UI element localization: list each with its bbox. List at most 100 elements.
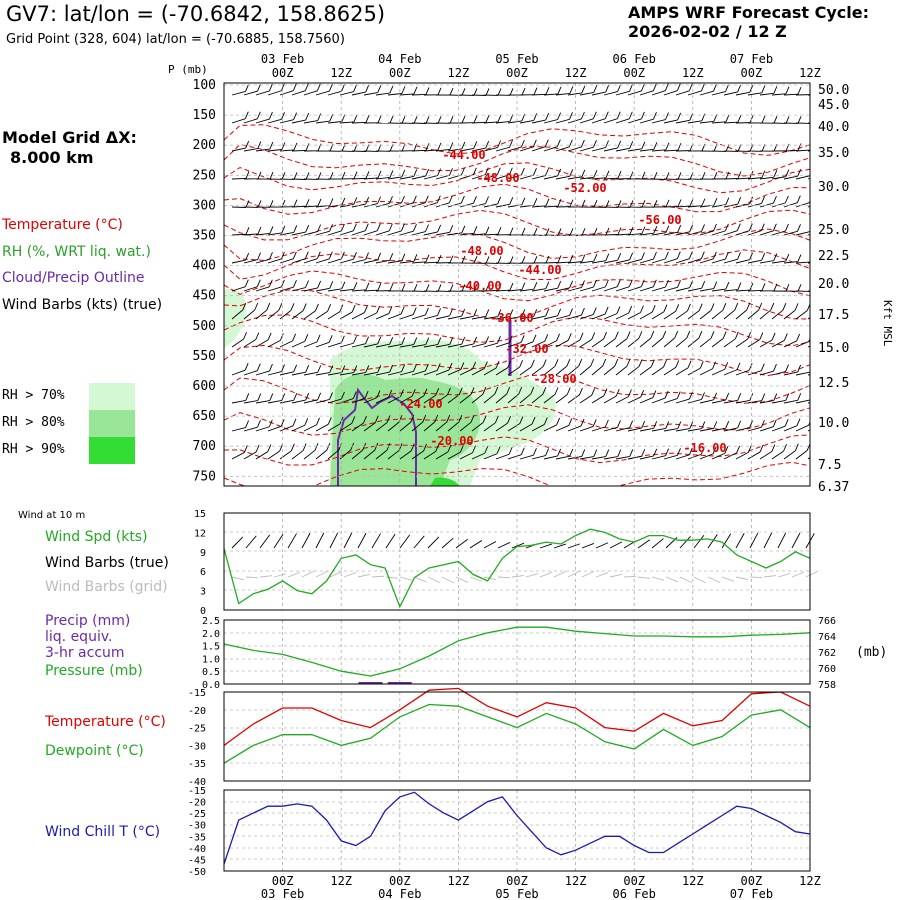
wind-barb (363, 289, 379, 292)
wind-barb (711, 427, 726, 432)
wind-barb-feather (447, 444, 452, 453)
wind-barb (663, 454, 678, 460)
wind-barb (771, 400, 786, 404)
wind-barb-feather (566, 387, 571, 395)
wind-barb-feather (495, 360, 500, 369)
wind-barb (603, 259, 618, 264)
wind-barb (279, 258, 294, 264)
wind-barb (543, 394, 556, 404)
wind-barb-feather (437, 308, 441, 316)
wind-barb-feather (374, 442, 379, 451)
wind-barb (267, 309, 280, 320)
wind-barb-feather (665, 279, 669, 288)
model-grid-title: Model Grid ΔX: (2, 128, 137, 147)
precip-panel: 2.5 2.0 1.51.0 0.5 0.0 766 764 762 760 758 (mb) (202, 616, 887, 691)
wind-barb (735, 177, 750, 180)
hour-tick-label: 12Z (682, 874, 704, 888)
wind-barb (555, 425, 570, 432)
wind-barb (447, 451, 461, 460)
wind-barb (399, 176, 414, 180)
wind-chill-line (223, 791, 811, 865)
wind-barb-feather (641, 171, 646, 180)
pressure-tick-label: 300 (193, 198, 216, 213)
wind-barb (747, 451, 761, 460)
height-tick-label: 25.0 (818, 223, 849, 238)
wind-barb (303, 120, 318, 124)
wind-barb-feather (364, 223, 369, 231)
cross-section-grid (224, 83, 810, 486)
wind-barb (231, 427, 246, 432)
wind-barb (567, 176, 582, 180)
wind-barb (411, 314, 426, 320)
wind-barb-feather (782, 303, 787, 311)
wind-barb-grid (665, 576, 679, 583)
wind-barb-feather (677, 172, 682, 180)
wind-barb-feather (653, 142, 658, 150)
wind-barb (747, 177, 762, 180)
wind-barb-feather (677, 143, 682, 151)
wind-barb-feather (737, 420, 742, 429)
wind-barb-feather (591, 332, 596, 340)
wind-barb (327, 230, 342, 236)
temperature-contour-label: -16.00 (683, 441, 726, 455)
pressure-tick-label: 500 (193, 319, 216, 334)
wind-barb-feather (305, 224, 310, 233)
wind-barb-feather (437, 284, 442, 292)
wind-barb-feather (363, 415, 367, 424)
wind-barb (555, 261, 570, 264)
wind-barb-feather (460, 195, 465, 204)
wind-barb (579, 339, 593, 348)
wind-barb (483, 453, 498, 460)
rh90-label: RH > 90% (2, 442, 65, 457)
wind-barb (531, 424, 545, 432)
wind-barb-feather (556, 139, 561, 147)
wind-barb-feather (401, 337, 406, 345)
wind-barb-feather (497, 336, 501, 344)
wind-barb-feather (530, 386, 535, 395)
wind-barb-10m (539, 543, 552, 549)
wind-barb (471, 316, 486, 320)
wind-barb-10m (287, 533, 297, 549)
wind-barb-grid (371, 575, 385, 578)
wind-barb-feather (783, 443, 787, 452)
wind-barb (615, 312, 629, 320)
wind-barb (231, 369, 246, 376)
wind-barb (735, 289, 750, 292)
wind-barb (231, 91, 246, 96)
wind-barb-feather (797, 224, 801, 232)
precip-liq-label: liq. equiv. (45, 629, 113, 645)
wind-barb (771, 202, 786, 208)
wind-speed-line (223, 528, 811, 609)
wind-barb-feather (554, 387, 559, 395)
wind-barb-feather (687, 360, 692, 369)
wind-barb-grid (245, 576, 259, 579)
wind-barb (495, 453, 510, 460)
wind-barb (795, 371, 810, 376)
wind-barb-feather (255, 332, 260, 340)
height-tick-label: 15.0 (818, 341, 849, 356)
wind-barb-feather (822, 393, 825, 400)
wind-barb (231, 400, 246, 404)
date-tick-label: 03 Feb (261, 52, 304, 66)
wind-barb-grid (539, 571, 553, 578)
wind-barb (459, 368, 473, 376)
wind-barb-feather (665, 448, 670, 456)
wind-barb (615, 338, 628, 348)
pressure-tick-label: 550 (193, 349, 216, 364)
wind-barb (735, 427, 750, 432)
wind-barb-feather (641, 200, 646, 208)
wind-barb (339, 342, 354, 348)
wind-barb-feather (725, 84, 729, 92)
wind-barb-feather (617, 227, 622, 235)
wind-barb-feather (449, 337, 454, 345)
wind-barb-feather (293, 393, 298, 401)
wind-barb-feather (785, 283, 790, 292)
hour-tick-label: 12Z (799, 66, 821, 80)
wind-barb-feather (677, 280, 681, 288)
wind-barb-feather (329, 224, 333, 232)
wind-barb-10m (595, 542, 609, 549)
wind-barb (723, 258, 738, 264)
wind-barb-feather (689, 421, 694, 429)
wind-barb (543, 365, 556, 376)
wind-barb (567, 118, 582, 124)
